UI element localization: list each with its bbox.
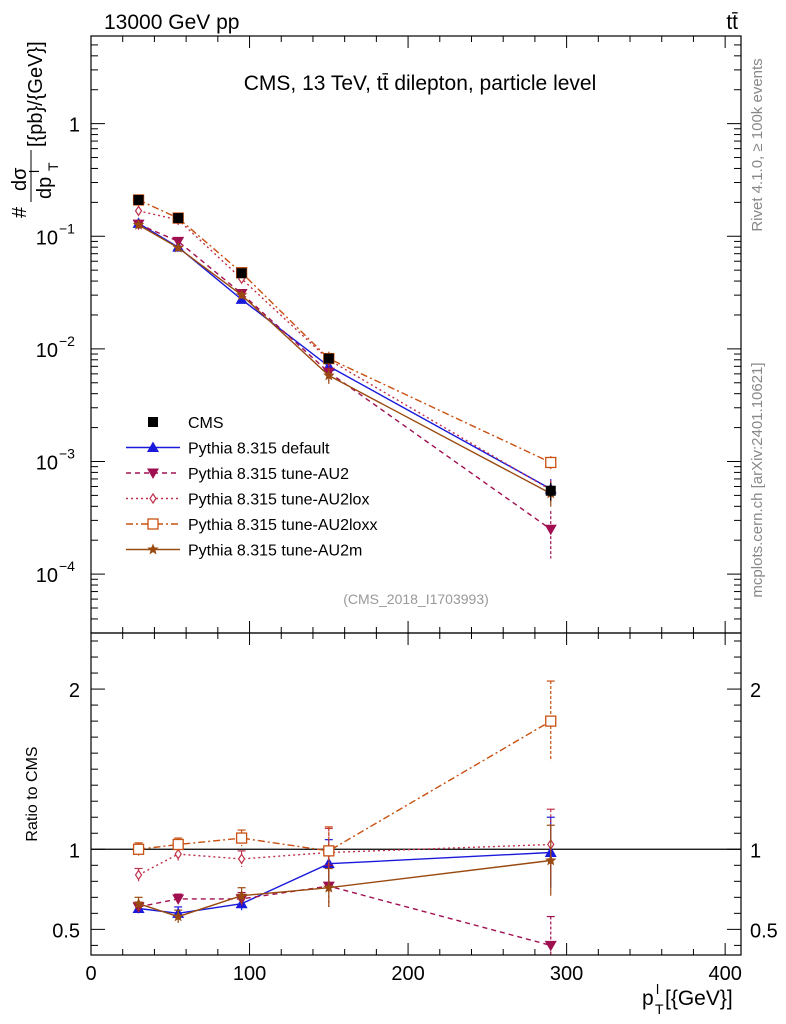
y-tick-label: 10 [36,452,58,474]
ratio-line [138,885,551,947]
ratio-line [138,859,551,918]
legend-marker [147,468,159,479]
ratio-tick-label-right: 1 [750,840,761,862]
ratio-tick-label: 2 [69,680,80,702]
legend-label: Pythia 8.315 tune-AU2lox [188,492,369,509]
series-marker [172,241,184,253]
ratio-marker [132,843,145,855]
series-marker [235,289,248,300]
xlabel-main: p [642,987,654,1010]
ratio-marker [545,854,557,866]
series-line [138,199,552,464]
ylabel-denominator-sup: l [26,170,42,173]
legend-label: Pythia 8.315 tune-AU2loxx [188,517,377,534]
plot-layer [132,194,557,955]
chart-title: CMS, 13 TeV, tt̄ dilepton, particle leve… [244,72,597,95]
data-point [545,485,556,496]
series-line [138,223,552,530]
ylabel-denominator: dp [34,177,56,199]
y-tick-label: 1 [69,115,80,137]
x-axis-label: p l T [{GeV}] [642,981,733,1017]
header-right-label: tt̄ [726,11,738,34]
y-tick-label: 10 [36,227,58,249]
y-tick-label-exponent: −1 [59,220,75,236]
ratio-marker [132,897,145,909]
y-tick-label-exponent: −4 [59,558,75,574]
series-marker [545,456,557,469]
series-marker [544,524,557,536]
legend-marker [147,518,159,530]
legend-label: Pythia 8.315 tune-AU2m [188,543,362,560]
ratio-marker [172,838,184,851]
ratio-marker [545,715,557,727]
ratio-tick-label: 0.5 [52,920,80,942]
ylabel-denominator-sub: T [45,162,61,171]
data-point [173,213,184,224]
ratio-marker [323,845,335,857]
ratio-marker [235,832,248,844]
ratio-marker [174,848,182,860]
data-point [323,353,334,364]
rivet-version-label: Rivet 4.1.0, ≥ 100k events [749,58,766,231]
ratio-marker [172,910,184,922]
y-tick-label: 10 [36,340,58,362]
ratio-marker [323,881,335,893]
header-left-label: 13000 GeV pp [104,11,239,34]
main-y-axis-label: # dσ dp l T [{pb}/{GeV}] [9,41,61,218]
ratio-line [138,851,551,915]
xlabel-sup: l [656,981,659,997]
y-tick-label-exponent: −2 [59,333,75,349]
ylabel-unit: [{pb}/{GeV}] [25,41,47,147]
x-tick-label: 300 [550,963,583,985]
series-marker [134,205,143,217]
y-tick-label-exponent: −3 [59,445,75,461]
series-marker [323,369,335,381]
legend-label: Pythia 8.315 default [188,441,330,458]
x-tick-label: 0 [85,963,96,985]
ratio-line [138,720,552,852]
ratio-marker [134,869,143,881]
x-tick-label: 100 [233,963,266,985]
analysis-tag: (CMS_2018_I1703993) [343,591,489,607]
source-label: mcplots.cern.ch [arXiv:2401.10621] [749,362,766,597]
data-point [133,194,144,205]
series-line [138,210,552,491]
legend-marker [148,417,158,427]
ratio-y-axis-label: Ratio to CMS [24,746,41,841]
series-marker [132,218,145,230]
xlabel-sub: T [655,1001,664,1017]
x-tick-label: 400 [708,963,741,985]
legend-label: Pythia 8.315 tune-AU2 [188,466,349,483]
legend-label: CMS [188,415,224,432]
x-tick-label: 200 [391,963,424,985]
ylabel-numerator: dσ [9,167,31,191]
xlabel-unit: [{GeV}] [665,987,733,1010]
ratio-marker [237,853,246,865]
y-tick-label: 10 [36,565,58,587]
ratio-marker [544,940,557,952]
legend: CMS Pythia 8.315 default Pythia 8.315 tune… [126,415,377,560]
ratio-marker [235,889,248,901]
ratio-tick-label: 1 [69,840,80,862]
ratio-tick-label-right: 0.5 [750,920,778,942]
ratio-marker [172,894,185,905]
ylabel-hash: # [9,206,31,218]
data-point [236,268,247,279]
legend-marker [149,492,157,505]
legend-marker [147,543,159,555]
ratio-tick-label-right: 2 [750,680,761,702]
ratio-plot-frame [90,632,742,956]
legend-marker [147,441,159,452]
